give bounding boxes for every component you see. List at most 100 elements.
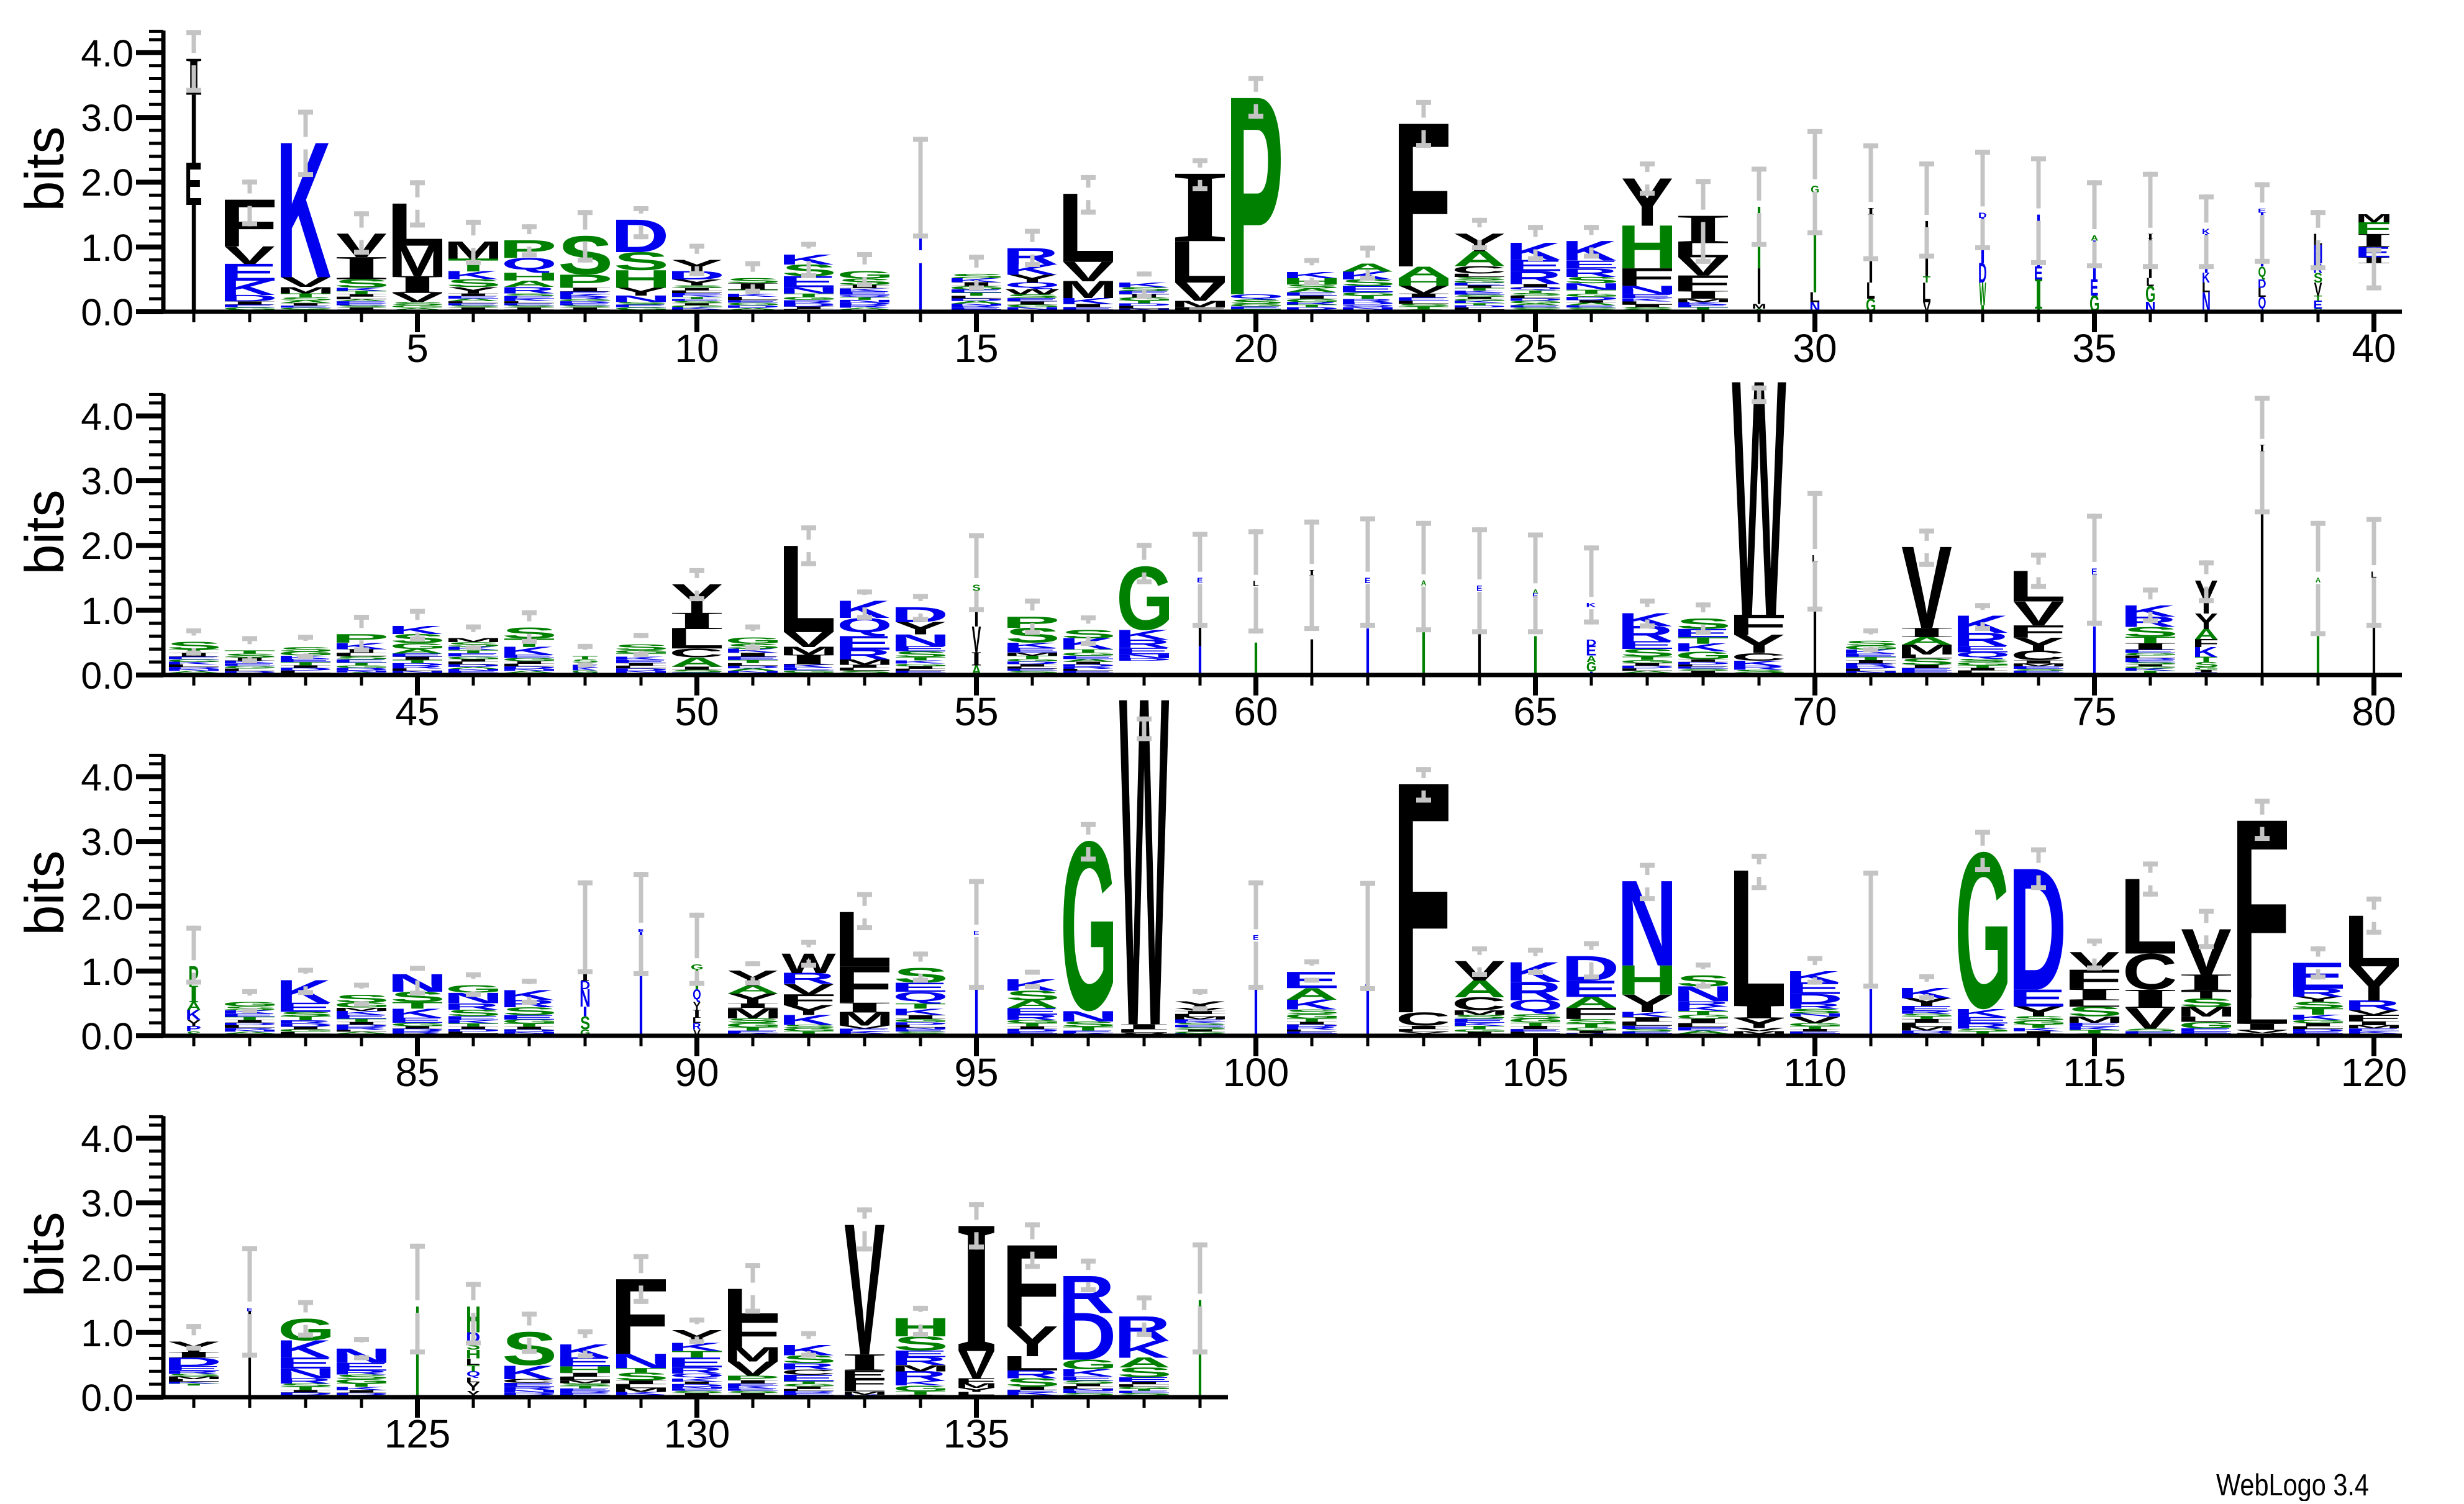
svg-text:D: D xyxy=(443,1028,501,1033)
svg-text:M: M xyxy=(443,637,502,643)
svg-text:L: L xyxy=(1393,300,1452,305)
svg-text:L: L xyxy=(1672,1022,1731,1028)
svg-text:D: D xyxy=(555,301,613,304)
svg-text:E: E xyxy=(1169,1025,1228,1028)
svg-text:K: K xyxy=(1673,301,1729,306)
svg-text:Y: Y xyxy=(447,285,499,296)
svg-text:I: I xyxy=(2259,443,2265,454)
svg-text:D: D xyxy=(219,293,278,304)
svg-text:T: T xyxy=(2194,655,2217,663)
svg-text:K: K xyxy=(186,1007,201,1023)
svg-text:T: T xyxy=(1923,274,1930,285)
svg-text:I: I xyxy=(2121,983,2181,1013)
svg-text:E: E xyxy=(1672,1026,1731,1031)
svg-text:S: S xyxy=(278,1382,334,1387)
svg-text:T: T xyxy=(1398,306,1449,310)
svg-text:Y: Y xyxy=(671,278,723,287)
svg-text:G: G xyxy=(1452,298,1509,301)
svg-text:V: V xyxy=(392,290,443,305)
svg-text:D: D xyxy=(834,302,893,306)
svg-text:R: R xyxy=(835,647,891,663)
svg-text:G: G xyxy=(725,1022,782,1029)
svg-text:L: L xyxy=(692,1016,701,1025)
svg-text:R: R xyxy=(1002,1013,1059,1022)
svg-text:A: A xyxy=(726,984,780,996)
svg-text:A: A xyxy=(670,655,724,669)
svg-text:K: K xyxy=(1953,611,2008,638)
svg-text:Y: Y xyxy=(1621,164,1673,240)
svg-text:G: G xyxy=(1004,658,1062,663)
svg-text:D: D xyxy=(1281,1023,1340,1028)
svg-text:T: T xyxy=(1845,656,1896,661)
svg-text:G: G xyxy=(501,1018,558,1025)
svg-text:A: A xyxy=(391,307,444,310)
svg-text:D: D xyxy=(1114,658,1172,662)
svg-text:S: S xyxy=(614,301,669,306)
svg-text:E: E xyxy=(1952,1015,2011,1026)
svg-text:T: T xyxy=(2012,1023,2064,1028)
svg-text:K: K xyxy=(2121,602,2176,620)
svg-text:G: G xyxy=(1955,806,2012,1054)
svg-text:V: V xyxy=(844,1184,884,1395)
svg-text:L: L xyxy=(2202,280,2211,296)
svg-text:R: R xyxy=(779,299,835,304)
svg-text:S: S xyxy=(446,305,501,308)
svg-text:M: M xyxy=(779,645,838,657)
svg-text:K: K xyxy=(1617,1010,1673,1019)
svg-text:Q: Q xyxy=(693,987,701,1003)
svg-text:K: K xyxy=(611,656,666,661)
svg-text:G: G xyxy=(691,963,704,971)
svg-text:E: E xyxy=(275,1354,334,1372)
svg-text:Y: Y xyxy=(783,1002,835,1018)
svg-text:P: P xyxy=(331,632,389,645)
svg-text:S: S xyxy=(1061,628,1116,641)
svg-text:T: T xyxy=(2068,1029,2120,1034)
svg-text:K: K xyxy=(723,292,778,297)
svg-text:D: D xyxy=(331,1024,389,1028)
svg-text:I: I xyxy=(1058,1383,1119,1387)
svg-text:I: I xyxy=(1841,659,1901,664)
svg-text:Y: Y xyxy=(1901,996,1953,1008)
svg-text:S: S xyxy=(1061,1020,1116,1028)
svg-text:T: T xyxy=(1286,1018,1337,1023)
svg-text:I: I xyxy=(1506,283,1566,288)
svg-text:S: S xyxy=(1564,307,1619,310)
svg-text:K: K xyxy=(1673,641,1729,654)
svg-text:E: E xyxy=(1784,1031,1843,1035)
svg-text:G: G xyxy=(1563,292,1621,297)
svg-text:S: S xyxy=(781,1353,837,1366)
svg-text:G: G xyxy=(2122,652,2180,656)
svg-text:K: K xyxy=(570,667,598,671)
svg-text:T: T xyxy=(224,650,275,655)
svg-text:35: 35 xyxy=(2072,326,2116,371)
svg-text:G: G xyxy=(2145,282,2155,307)
svg-text:V: V xyxy=(2125,1002,2176,1035)
svg-text:M: M xyxy=(955,1382,998,1390)
svg-text:S: S xyxy=(1788,1008,1843,1015)
svg-text:bits: bits xyxy=(14,1212,75,1297)
svg-text:R: R xyxy=(1114,638,1171,650)
svg-text:E: E xyxy=(442,302,501,306)
svg-text:K: K xyxy=(1729,659,1784,668)
svg-text:50: 50 xyxy=(675,689,719,734)
svg-text:I: I xyxy=(835,663,895,669)
svg-text:N: N xyxy=(1617,855,1678,992)
svg-text:M: M xyxy=(1897,642,1956,658)
svg-text:V: V xyxy=(1063,256,1114,288)
svg-text:M: M xyxy=(1897,1026,1956,1032)
svg-text:I: I xyxy=(667,302,727,306)
svg-text:S: S xyxy=(614,643,669,652)
svg-text:S: S xyxy=(2194,661,2219,669)
svg-text:L: L xyxy=(1393,1028,1452,1033)
svg-text:15: 15 xyxy=(954,326,998,371)
svg-text:V: V xyxy=(2237,1029,2288,1034)
svg-text:I: I xyxy=(1897,664,1957,669)
svg-text:G: G xyxy=(222,306,279,310)
svg-text:T: T xyxy=(1565,289,1617,295)
svg-text:K: K xyxy=(891,659,946,664)
svg-text:L: L xyxy=(2343,900,2402,982)
svg-text:135: 135 xyxy=(943,1411,1010,1456)
svg-text:E: E xyxy=(1586,643,1596,659)
svg-text:E: E xyxy=(1057,1375,1116,1382)
svg-text:L: L xyxy=(163,664,222,668)
